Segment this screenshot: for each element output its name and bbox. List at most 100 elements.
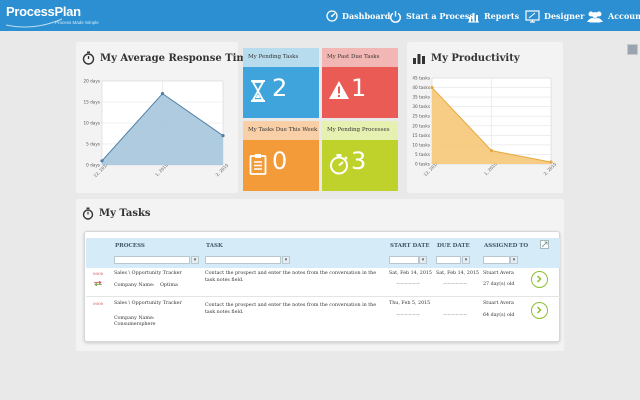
summary-tile[interactable]: My Pending Processes 3 bbox=[322, 121, 398, 191]
y-tick-label: 35 tasks bbox=[412, 95, 430, 100]
tile-title: My Pending Processes bbox=[322, 121, 398, 140]
series-area bbox=[432, 87, 551, 164]
reports-icon bbox=[468, 12, 479, 22]
filter-assigned-button[interactable]: ▾ bbox=[510, 256, 518, 264]
filter-task-input[interactable] bbox=[205, 256, 281, 264]
data-point bbox=[549, 160, 553, 164]
tile-count: 1 bbox=[351, 74, 367, 102]
row-start-date: Thu, Feb 5, 2015 bbox=[389, 301, 431, 306]
power-icon bbox=[390, 10, 401, 23]
row-age: 27 day(s) old bbox=[483, 282, 515, 287]
row-start-sub: ~~~~~~ bbox=[396, 282, 421, 287]
account-icon bbox=[587, 11, 603, 22]
hourglass-icon bbox=[249, 80, 267, 106]
productivity-title-text: My Productivity bbox=[431, 52, 520, 64]
tasks-table: PROCESS TASK START DATE DUE DATE ASSIGNE… bbox=[84, 231, 560, 342]
data-point bbox=[489, 149, 494, 153]
y-tick-label: 15 days bbox=[83, 100, 100, 105]
logo-swoosh bbox=[5, 18, 63, 28]
row-company-label: Company Name: bbox=[114, 283, 155, 288]
summary-tile[interactable]: My Pending Tasks 2 bbox=[243, 48, 319, 118]
tile-title: My Past Due Tasks bbox=[322, 48, 398, 67]
productivity-title: My Productivity bbox=[412, 51, 520, 65]
row-flag: 0000 bbox=[93, 271, 104, 276]
data-point bbox=[160, 92, 165, 96]
nav-account[interactable]: Account bbox=[586, 6, 640, 26]
filter-process-input[interactable] bbox=[114, 256, 190, 264]
filter-process-button[interactable]: ▾ bbox=[191, 256, 199, 264]
filter-due-date-button[interactable]: ▾ bbox=[462, 256, 470, 264]
chevron-right-icon bbox=[536, 306, 542, 314]
productivity-chart: 0 tasks 5 tasks 10 tasks 15 tasks 20 tasks 25… bbox=[407, 73, 563, 191]
row-company-label: Company Name: bbox=[114, 316, 155, 321]
y-tick-label: 20 tasks bbox=[412, 123, 430, 128]
row-company-value: Consumersphere bbox=[114, 322, 156, 327]
open-task-button[interactable] bbox=[531, 271, 548, 288]
tile-title: My Pending Tasks bbox=[243, 48, 319, 67]
col-assigned-to[interactable]: ASSIGNED TO bbox=[484, 243, 529, 249]
row-assigned-to: Stuart Avera bbox=[483, 301, 514, 306]
swap-arrows-icon bbox=[94, 281, 102, 286]
col-task[interactable]: TASK bbox=[206, 243, 223, 249]
warning-icon bbox=[328, 80, 350, 104]
col-due-date[interactable]: DUE DATE bbox=[437, 243, 470, 249]
row-process[interactable]: Sales \ Opportunity Tracker bbox=[114, 271, 182, 276]
tile-title: My Tasks Due This Week bbox=[243, 121, 319, 140]
open-task-button[interactable] bbox=[531, 302, 548, 319]
my-tasks-title: My Tasks bbox=[82, 207, 151, 220]
row-start-date: Sat, Feb 14, 2015 bbox=[389, 271, 432, 276]
row-task-line1[interactable]: Contact the prospect and enter the notes… bbox=[205, 271, 377, 276]
y-tick-label: 5 days bbox=[86, 142, 100, 147]
row-task-line2[interactable]: task notes field. bbox=[205, 310, 244, 315]
filter-assigned-input[interactable] bbox=[483, 256, 510, 264]
tasks-table-header: PROCESS TASK START DATE DUE DATE ASSIGNE… bbox=[86, 238, 560, 268]
timer-icon bbox=[328, 153, 350, 179]
row-assigned-to: Stuart Avera bbox=[483, 271, 514, 276]
clipboard-icon bbox=[249, 153, 267, 179]
nav-designer-label: Designer bbox=[544, 11, 585, 21]
row-task-line2[interactable]: task notes field. bbox=[205, 278, 244, 283]
data-point bbox=[100, 159, 104, 163]
nav-dashboard[interactable]: Dashboard bbox=[326, 6, 390, 26]
summary-tile[interactable]: My Past Due Tasks 1 bbox=[322, 48, 398, 118]
y-tick-label: 0 days bbox=[86, 163, 100, 168]
row-company-value: Optima bbox=[160, 283, 178, 288]
nav-reports[interactable]: Reports bbox=[467, 6, 519, 26]
row-start-sub: ~~~~~~ bbox=[396, 313, 421, 318]
productivity-chart-svg: 0 tasks 5 tasks 10 tasks 15 tasks 20 tasks 25… bbox=[412, 76, 557, 178]
data-point bbox=[430, 85, 434, 90]
filter-start-date-button[interactable]: ▾ bbox=[419, 256, 427, 264]
y-tick-label: 10 tasks bbox=[412, 142, 430, 147]
filter-start-date-input[interactable] bbox=[389, 256, 419, 264]
col-start-date[interactable]: START DATE bbox=[390, 243, 430, 249]
nav-designer[interactable]: Designer bbox=[525, 6, 584, 26]
processplan-logo[interactable]: ProcessPlan Process Made Simple bbox=[4, 3, 104, 29]
y-tick-label: 5 tasks bbox=[415, 152, 430, 157]
tile-count: 0 bbox=[272, 147, 288, 175]
nav-dashboard-label: Dashboard bbox=[342, 11, 391, 21]
row-task-line1[interactable]: Contact the prospect and enter the notes… bbox=[205, 303, 377, 308]
stopwatch-icon bbox=[82, 51, 95, 65]
summary-tile[interactable]: My Tasks Due This Week 0 bbox=[243, 121, 319, 191]
collapse-handle[interactable] bbox=[627, 44, 638, 55]
col-process[interactable]: PROCESS bbox=[115, 243, 145, 249]
filter-task-button[interactable]: ▾ bbox=[282, 256, 290, 264]
row-divider bbox=[86, 296, 560, 297]
logo-text: ProcessPlan bbox=[6, 4, 81, 19]
tile-count: 2 bbox=[272, 74, 288, 102]
expand-icon[interactable] bbox=[540, 240, 549, 249]
data-point bbox=[221, 134, 225, 138]
row-process[interactable]: Sales \ Opportunity Tracker bbox=[114, 301, 182, 306]
y-tick-label: 20 days bbox=[83, 79, 100, 84]
nav-start-process[interactable]: Start a Process bbox=[389, 6, 474, 26]
row-due-date: Sat, Feb 14, 2015 bbox=[436, 271, 479, 276]
row-flag: 0000 bbox=[93, 301, 104, 306]
nav-reports-label: Reports bbox=[484, 11, 520, 21]
filter-due-date-input[interactable] bbox=[436, 256, 461, 264]
top-navigation-bar: ProcessPlan Process Made Simple Dashboar… bbox=[0, 0, 640, 31]
row-due-sub: ~~~~~~ bbox=[443, 282, 468, 287]
designer-icon bbox=[525, 9, 540, 23]
y-tick-label: 0 tasks bbox=[415, 162, 430, 167]
logo-tagline: Process Made Simple bbox=[55, 20, 99, 25]
